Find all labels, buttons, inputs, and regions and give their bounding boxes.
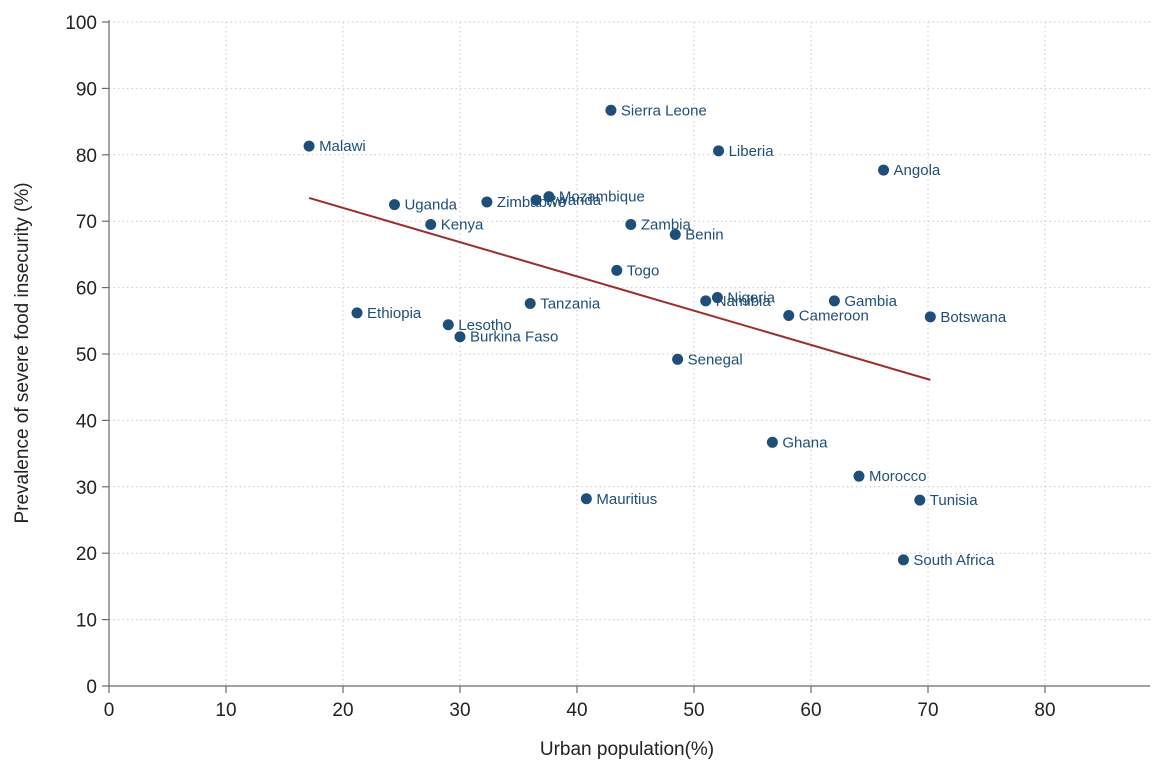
data-point xyxy=(580,493,592,505)
point-label: Kenya xyxy=(441,217,484,234)
data-point xyxy=(914,494,926,506)
point-label: Liberia xyxy=(729,143,775,160)
point-label: Botswana xyxy=(940,309,1007,326)
y-tick-label: 50 xyxy=(76,345,97,366)
point-label: Zambia xyxy=(641,217,692,234)
point-label: Rwanda xyxy=(546,192,602,209)
y-tick-label: 30 xyxy=(76,478,97,499)
fitted-line xyxy=(308,197,931,381)
x-tick-label: 30 xyxy=(449,700,470,721)
x-tick-label: 80 xyxy=(1034,700,1055,721)
data-point xyxy=(828,295,840,307)
grid-layer xyxy=(108,21,1150,687)
x-tick-label: 70 xyxy=(917,700,938,721)
point-label: Namibia xyxy=(716,293,772,310)
data-point xyxy=(351,307,363,319)
data-point xyxy=(783,309,795,321)
x-tick-label: 60 xyxy=(800,700,821,721)
data-point xyxy=(853,470,865,482)
y-tick-label: 0 xyxy=(86,677,97,698)
point-label: Mauritius xyxy=(596,491,657,508)
x-tick-label: 0 xyxy=(104,700,115,721)
data-point xyxy=(303,140,315,152)
y-tick-label: 70 xyxy=(76,212,97,233)
x-axis-title: Urban population(%) xyxy=(540,739,714,760)
y-tick-label: 100 xyxy=(65,13,97,34)
data-point xyxy=(625,219,637,231)
data-point xyxy=(388,199,400,211)
point-label: Gambia xyxy=(844,293,897,310)
point-label: Uganda xyxy=(404,197,457,214)
axes-layer: 0 10 20 30 40 50 60 70 80 90 100 0 10 20 30 40 50 60 70 80 xyxy=(65,13,1150,721)
data-point xyxy=(669,228,681,240)
data-point xyxy=(605,104,617,116)
data-point xyxy=(442,319,454,331)
point-label: Cameroon xyxy=(799,307,869,324)
fit-layer xyxy=(308,197,931,381)
point-label: Tunisia xyxy=(930,492,978,509)
point-label: Nigeria xyxy=(727,290,775,307)
data-point xyxy=(713,145,725,157)
data-point xyxy=(672,353,684,365)
point-label: Sierra Leone xyxy=(621,102,707,119)
data-point xyxy=(543,191,555,203)
point-label: Lesotho xyxy=(458,317,511,334)
y-tick-label: 20 xyxy=(76,544,97,565)
data-point xyxy=(700,295,712,307)
x-tick-label: 40 xyxy=(566,700,587,721)
point-label: Ghana xyxy=(782,434,828,451)
point-label: Tanzania xyxy=(540,296,601,313)
data-point xyxy=(766,436,778,448)
y-tick-label: 10 xyxy=(76,611,97,632)
data-point xyxy=(878,164,890,176)
point-label: Senegal xyxy=(688,351,743,368)
point-label: Mozambique xyxy=(559,189,645,206)
point-label: Morocco xyxy=(869,468,927,485)
point-label: Togo xyxy=(627,262,660,279)
y-tick-label: 60 xyxy=(76,279,97,300)
data-point xyxy=(897,554,909,566)
data-point xyxy=(425,219,437,231)
data-point xyxy=(454,331,466,343)
x-tick-label: 50 xyxy=(683,700,704,721)
x-tick-label: 10 xyxy=(215,700,236,721)
data-point xyxy=(524,298,536,310)
y-tick-label: 90 xyxy=(76,79,97,100)
point-label: Malawi xyxy=(319,138,366,155)
y-tick-label: 80 xyxy=(76,146,97,167)
point-label: Angola xyxy=(894,162,941,179)
data-point xyxy=(711,292,723,304)
data-point xyxy=(611,264,623,276)
data-point xyxy=(924,311,936,323)
point-label: Ethiopia xyxy=(367,305,422,322)
point-label: South Africa xyxy=(913,552,995,569)
y-axis-title: Prevalence of severe food insecurity (%) xyxy=(12,182,33,523)
x-tick-label: 20 xyxy=(332,700,353,721)
data-point xyxy=(481,196,493,208)
point-label: Burkina Faso xyxy=(470,329,558,346)
data-point xyxy=(530,194,542,206)
point-label: Benin xyxy=(685,226,723,243)
y-tick-label: 40 xyxy=(76,411,97,432)
